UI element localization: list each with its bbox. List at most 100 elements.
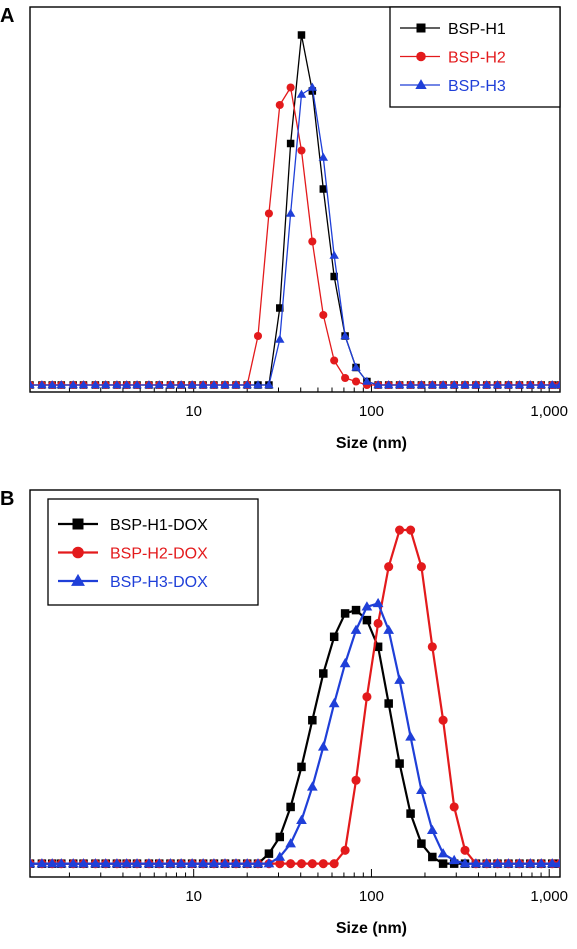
data-point <box>317 741 329 751</box>
data-point <box>264 380 274 389</box>
legend-marker <box>416 51 426 62</box>
data-point <box>406 525 416 535</box>
data-point <box>470 858 482 868</box>
legend-label: BSP-H2 <box>448 50 506 67</box>
data-point <box>100 380 111 389</box>
data-point <box>427 642 437 652</box>
data-point <box>264 849 274 858</box>
data-point <box>37 380 47 389</box>
data-point <box>297 31 306 39</box>
data-point <box>319 669 328 678</box>
data-point <box>296 89 307 98</box>
x-tick-label: 1,000 <box>530 888 568 905</box>
series-bsp-h1-dox <box>30 605 560 868</box>
data-point <box>503 858 514 868</box>
data-point <box>384 699 393 708</box>
data-point <box>319 185 328 193</box>
x-tick-label: 1,000 <box>530 403 568 420</box>
series-layer <box>30 525 560 869</box>
legend-label: BSP-H1 <box>448 21 506 38</box>
data-point <box>209 380 219 389</box>
series-bsp-h3-dox <box>30 597 560 868</box>
data-point <box>286 859 296 869</box>
data-point <box>186 858 198 868</box>
data-point <box>165 380 176 389</box>
series-bsp-h2 <box>30 83 560 390</box>
data-point <box>460 380 470 389</box>
data-point <box>555 380 560 389</box>
data-point <box>275 100 284 110</box>
data-point <box>286 139 295 148</box>
x-axis-title: Size (nm) <box>336 435 407 452</box>
data-point <box>406 809 415 818</box>
data-point <box>153 858 165 868</box>
series-bsp-h3 <box>30 82 560 389</box>
data-point <box>328 697 340 708</box>
data-point <box>395 759 404 768</box>
plot-frame <box>29 489 561 878</box>
data-point <box>395 525 405 535</box>
legend-label: BSP-H3 <box>448 78 506 95</box>
data-point <box>253 380 263 389</box>
data-point <box>46 858 58 868</box>
data-point <box>373 642 383 652</box>
data-point <box>340 331 350 340</box>
data-point <box>547 380 557 389</box>
data-point <box>154 380 164 389</box>
data-point <box>503 380 514 389</box>
series-bsp-h3-dox-line <box>30 602 560 865</box>
data-point <box>492 858 503 868</box>
data-point <box>514 858 525 868</box>
data-point <box>47 380 57 389</box>
data-point <box>438 859 448 868</box>
data-point <box>253 331 263 341</box>
data-point <box>274 851 286 861</box>
data-point <box>361 601 373 611</box>
data-point <box>341 373 350 383</box>
data-point <box>351 377 361 386</box>
data-point <box>351 775 361 785</box>
data-point <box>296 859 307 869</box>
data-point <box>197 858 209 868</box>
data-point <box>340 845 350 855</box>
data-point <box>449 802 459 812</box>
data-point <box>285 208 296 217</box>
data-point <box>525 380 536 389</box>
data-point <box>438 715 448 725</box>
data-point <box>319 310 328 320</box>
legend-marker <box>72 546 84 559</box>
data-point <box>448 854 460 865</box>
data-point <box>90 380 101 389</box>
data-point <box>187 380 197 389</box>
data-point <box>481 858 493 868</box>
data-point <box>384 562 394 572</box>
data-point <box>30 380 35 389</box>
data-point <box>536 380 546 389</box>
data-point <box>362 615 372 625</box>
data-point <box>438 380 448 389</box>
legend-marker <box>72 518 84 530</box>
data-point <box>68 380 78 389</box>
data-point <box>286 802 295 812</box>
data-point <box>460 845 470 855</box>
data-point <box>90 858 101 868</box>
data-point <box>55 858 67 868</box>
data-point <box>252 858 264 868</box>
data-point <box>208 858 220 868</box>
data-point <box>296 814 307 825</box>
data-point <box>297 146 306 155</box>
data-point <box>175 858 187 868</box>
plot-frame <box>29 6 561 393</box>
data-point <box>111 858 123 868</box>
panel-label: B <box>0 488 14 510</box>
data-point <box>426 824 438 835</box>
legend-label: BSP-H3-DOX <box>110 574 208 591</box>
data-point <box>471 380 481 389</box>
data-point <box>405 731 416 741</box>
data-point <box>329 250 339 259</box>
panel-label: A <box>0 5 14 27</box>
data-point <box>263 858 275 868</box>
data-point <box>351 605 361 615</box>
data-point <box>417 839 426 848</box>
data-point <box>481 380 492 389</box>
